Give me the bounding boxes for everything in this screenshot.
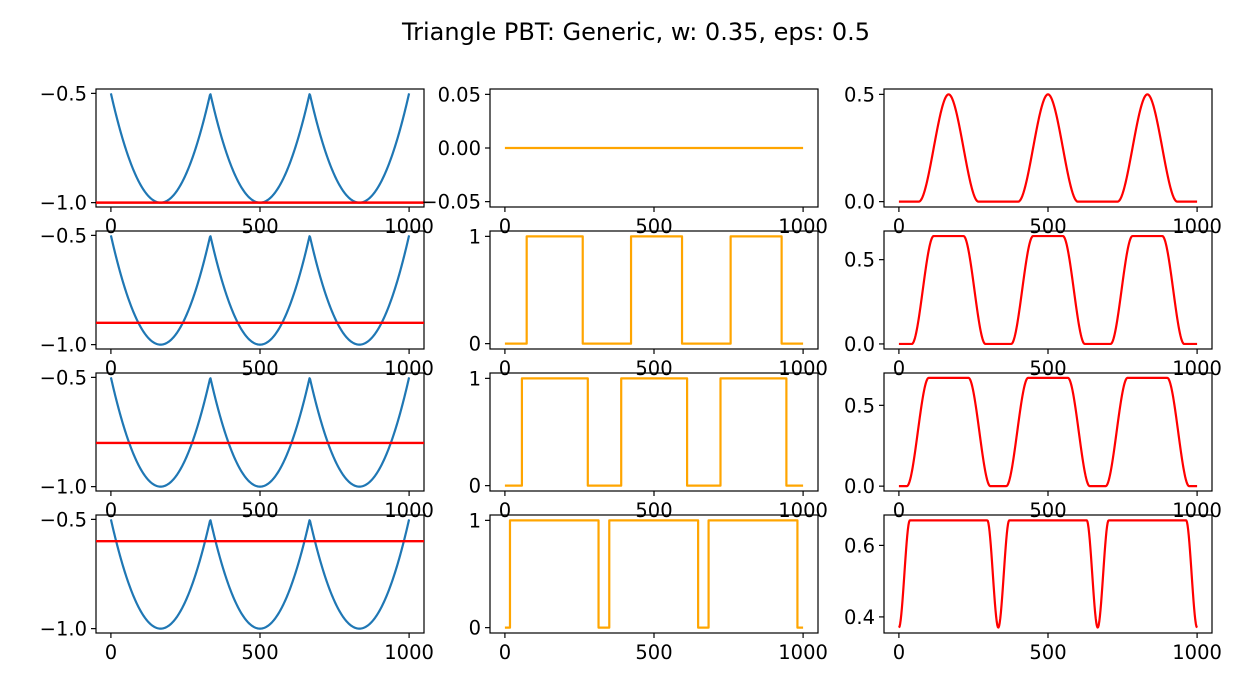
y-tick-label: 0.0 <box>844 475 875 498</box>
axes-frame <box>95 230 425 350</box>
y-tick-label: 1 <box>469 367 481 390</box>
x-tick-label: 500 <box>1029 499 1066 522</box>
x-tick-label: 1000 <box>778 499 828 522</box>
x-tick-label: 500 <box>635 357 672 380</box>
x-tick-label: 0 <box>105 641 117 664</box>
x-tick-label: 1000 <box>1172 215 1222 238</box>
axes-frame <box>95 372 425 492</box>
subplot-r1-c3: 0 500 1000 0.5 0.0 <box>844 83 1222 238</box>
x-tick-label: 500 <box>241 499 278 522</box>
subplot-r3-c3: 0 500 1000 0.5 0.0 <box>844 372 1222 522</box>
x-tick-label: 0 <box>499 641 511 664</box>
y-tick-label: 0 <box>469 475 481 498</box>
axes-frame <box>883 230 1213 350</box>
x-tick-label: 0 <box>499 499 511 522</box>
subplot-r2-c3: 0 500 1000 0.5 0.0 <box>844 230 1222 380</box>
y-tick-label: −1.0 <box>40 476 87 499</box>
y-tick-label: −0.5 <box>40 508 87 531</box>
x-tick-label: 500 <box>1029 641 1066 664</box>
y-tick-label: 0 <box>469 333 481 356</box>
x-tick-label: 1000 <box>384 357 434 380</box>
output-line <box>898 234 1198 346</box>
subplot-r2-c1: 0 500 1000 −0.5 −1.0 <box>40 224 434 380</box>
axes-frame <box>883 514 1213 634</box>
x-tick-label: 500 <box>1029 215 1066 238</box>
x-tick-label: 500 <box>635 641 672 664</box>
y-tick-label: −0.5 <box>40 366 87 389</box>
output-line <box>897 519 1199 629</box>
subplot-r2-c2: 0 500 1000 1 0 <box>469 225 828 380</box>
x-tick-label: 0 <box>893 357 905 380</box>
x-tick-label: 0 <box>105 499 117 522</box>
x-tick-label: 1000 <box>1172 499 1222 522</box>
gate-line <box>504 377 804 487</box>
signal-line <box>109 519 411 630</box>
y-tick-label: 0.00 <box>438 137 481 160</box>
x-tick-label: 0 <box>105 215 117 238</box>
subplot-r1-c1: 0 500 1000 −0.5 −1.0 <box>40 82 434 238</box>
y-tick-label: 0.5 <box>844 83 875 106</box>
y-tick-label: −1.0 <box>40 192 87 215</box>
subplot-r4-c1: 0 500 1000 −0.5 −1.0 <box>40 508 434 664</box>
subplot-r4-c2: 0 500 1000 1 0 <box>469 509 828 664</box>
output-line <box>898 376 1198 488</box>
x-tick-label: 0 <box>893 499 905 522</box>
x-tick-label: 500 <box>635 499 672 522</box>
x-tick-label: 0 <box>105 357 117 380</box>
x-tick-label: 1000 <box>384 215 434 238</box>
figure-title: Triangle PBT: Generic, w: 0.35, eps: 0.5 <box>401 18 870 46</box>
y-tick-label: 0.5 <box>844 249 875 272</box>
y-tick-label: 0.0 <box>844 191 875 214</box>
x-tick-label: 1000 <box>1172 357 1222 380</box>
axes-frame <box>95 514 425 634</box>
y-tick-label: 1 <box>469 225 481 248</box>
x-tick-label: 0 <box>893 641 905 664</box>
x-tick-label: 500 <box>241 641 278 664</box>
y-tick-label: −0.5 <box>40 82 87 105</box>
axes-frame <box>489 372 819 492</box>
x-tick-label: 0 <box>499 215 511 238</box>
signal-line <box>109 377 411 488</box>
y-tick-label: −0.5 <box>40 224 87 247</box>
subplot-r3-c2: 0 500 1000 1 0 <box>469 367 828 522</box>
axes-frame <box>489 514 819 634</box>
x-tick-label: 1000 <box>384 499 434 522</box>
x-tick-label: 500 <box>241 215 278 238</box>
subplot-r4-c3: 0 500 1000 0.6 0.4 <box>844 514 1222 664</box>
x-tick-label: 500 <box>1029 357 1066 380</box>
y-tick-label: 0.05 <box>438 83 481 106</box>
y-tick-label: 0.0 <box>844 333 875 356</box>
y-tick-label: 0.5 <box>844 394 875 417</box>
x-tick-label: 1000 <box>778 641 828 664</box>
y-tick-label: 0 <box>469 617 481 640</box>
x-tick-label: 1000 <box>1172 641 1222 664</box>
y-tick-label: −1.0 <box>40 334 87 357</box>
signal-line <box>109 93 411 204</box>
gate-line <box>504 235 804 345</box>
output-line <box>898 93 1198 203</box>
x-tick-label: 0 <box>499 357 511 380</box>
x-tick-label: 500 <box>241 357 278 380</box>
axes-frame <box>489 230 819 350</box>
y-tick-label: 0.4 <box>844 606 875 629</box>
y-tick-label: 0.6 <box>844 534 875 557</box>
subplot-r1-c2: 0 500 1000 0.05 0.00 −0.05 <box>421 83 828 238</box>
x-tick-label: 1000 <box>384 641 434 664</box>
x-tick-label: 0 <box>893 215 905 238</box>
subplot-r3-c1: 0 500 1000 −0.5 −1.0 <box>40 366 434 522</box>
axes-frame <box>95 88 425 208</box>
y-tick-label: 1 <box>469 509 481 532</box>
x-tick-label: 1000 <box>778 215 828 238</box>
axes-frame <box>883 372 1213 492</box>
signal-line <box>109 235 411 346</box>
y-tick-label: −1.0 <box>40 618 87 641</box>
gate-line <box>504 519 804 629</box>
x-tick-label: 500 <box>635 215 672 238</box>
y-tick-label: −0.05 <box>421 191 481 214</box>
x-tick-label: 1000 <box>778 357 828 380</box>
